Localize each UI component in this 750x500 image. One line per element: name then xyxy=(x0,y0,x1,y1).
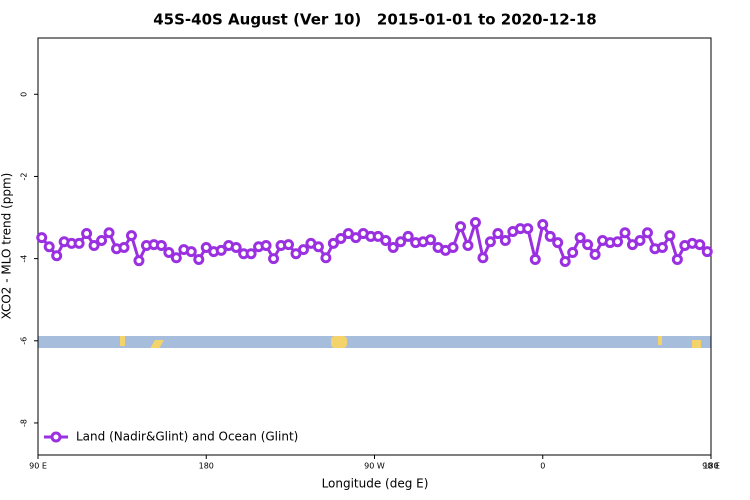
point xyxy=(88,239,100,251)
point xyxy=(163,246,175,258)
point xyxy=(380,235,392,247)
point xyxy=(335,232,347,244)
point xyxy=(215,244,227,256)
point xyxy=(641,227,653,239)
land-patch xyxy=(331,336,347,348)
point xyxy=(567,246,579,258)
point xyxy=(537,219,549,231)
x-tick-label: 180 xyxy=(703,462,718,471)
point xyxy=(694,239,706,251)
point xyxy=(51,250,63,262)
point xyxy=(619,227,631,239)
land-patch xyxy=(692,340,701,348)
point xyxy=(701,246,713,258)
point xyxy=(425,234,437,246)
point xyxy=(43,241,55,253)
legend-label: Land (Nadir&Glint) and Ocean (Glint) xyxy=(76,430,298,444)
point xyxy=(297,244,309,256)
point xyxy=(81,228,93,240)
point xyxy=(499,235,511,247)
point xyxy=(268,253,280,265)
point xyxy=(230,242,242,254)
point xyxy=(245,248,257,260)
point xyxy=(327,237,339,249)
point xyxy=(589,249,601,261)
land-patch xyxy=(120,336,125,346)
point xyxy=(185,246,197,258)
y-tick-label: -8 xyxy=(20,419,29,427)
x-tick-label: 90 W xyxy=(364,462,385,471)
point xyxy=(312,241,324,253)
point xyxy=(522,223,534,235)
point xyxy=(582,239,594,251)
x-axis-label: Longitude (deg E) xyxy=(322,477,429,491)
point xyxy=(387,242,399,254)
point xyxy=(283,239,295,251)
point xyxy=(612,236,624,248)
chart-title: 45S-40S August (Ver 10) 2015-01-01 to 20… xyxy=(153,11,596,29)
point xyxy=(454,221,466,233)
point xyxy=(529,253,541,265)
land-patch xyxy=(658,336,662,345)
x-tick-label: 90 E xyxy=(29,462,47,471)
y-tick-label: -2 xyxy=(20,172,29,180)
point xyxy=(574,232,586,244)
point xyxy=(664,230,676,242)
point xyxy=(402,230,414,242)
point xyxy=(544,230,556,242)
point xyxy=(477,252,489,264)
point xyxy=(559,255,571,267)
point xyxy=(170,252,182,264)
point xyxy=(118,242,130,254)
point xyxy=(634,235,646,247)
point xyxy=(36,232,48,244)
point xyxy=(447,242,459,254)
point xyxy=(155,239,167,251)
land-ocean-strip xyxy=(38,336,711,348)
point xyxy=(484,236,496,248)
point xyxy=(469,216,481,228)
point xyxy=(671,253,683,265)
point xyxy=(552,237,564,249)
point xyxy=(125,230,137,242)
point xyxy=(133,255,145,267)
y-tick-label: -6 xyxy=(20,337,29,345)
point xyxy=(462,239,474,251)
point xyxy=(73,237,85,249)
y-tick-label: -4 xyxy=(20,255,29,263)
point xyxy=(320,252,332,264)
y-axis-label: XCO2 - MLO trend (ppm) xyxy=(0,173,14,320)
ocean-band xyxy=(38,336,711,348)
point xyxy=(103,227,115,239)
point xyxy=(656,242,668,254)
point xyxy=(395,236,407,248)
point xyxy=(260,239,272,251)
y-tick-label: 0 xyxy=(20,92,29,97)
x-tick-label: 180 xyxy=(199,462,214,471)
point xyxy=(193,253,205,265)
point xyxy=(96,235,108,247)
land-patch xyxy=(150,340,164,348)
x-tick-label: 90 E xyxy=(702,462,720,471)
x-tick-label: 0 xyxy=(540,462,545,471)
legend-marker xyxy=(50,431,62,443)
point xyxy=(492,228,504,240)
